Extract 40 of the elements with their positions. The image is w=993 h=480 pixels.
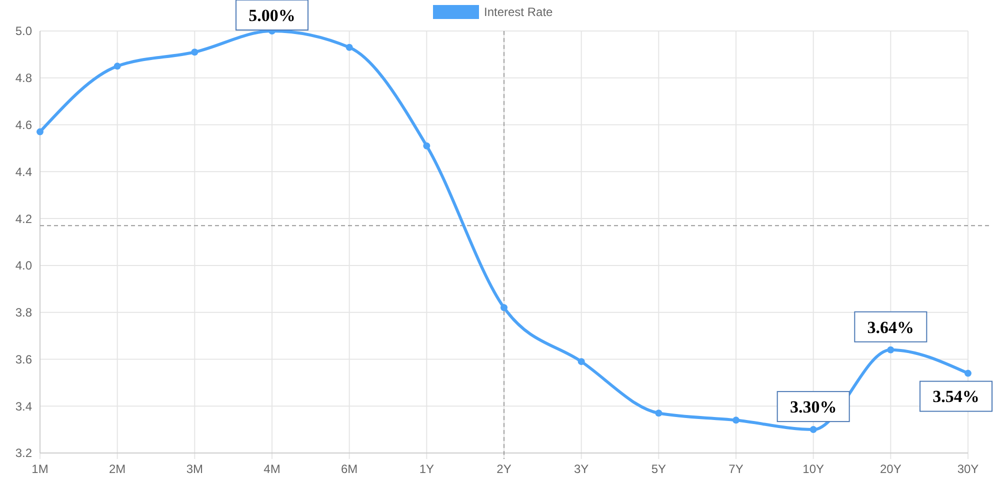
point bbox=[36, 128, 44, 136]
annotation: 3.64% bbox=[867, 318, 914, 337]
annotation: 3.54% bbox=[932, 387, 980, 406]
y-tick-label: 4.2 bbox=[15, 212, 32, 226]
x-tick-label: 6M bbox=[340, 462, 358, 476]
x-tick-label: 1Y bbox=[419, 462, 434, 476]
y-tick-label: 5.0 bbox=[15, 24, 32, 38]
x-tick-label: 5Y bbox=[651, 462, 666, 476]
x-tick-label: 20Y bbox=[880, 462, 902, 476]
point bbox=[887, 346, 894, 354]
x-tick-label: 3Y bbox=[574, 462, 589, 476]
point bbox=[578, 358, 585, 366]
x-tick-label: 1M bbox=[32, 462, 48, 476]
y-tick-label: 4.4 bbox=[15, 164, 32, 179]
point bbox=[423, 142, 430, 150]
y-tick-label: 3.4 bbox=[15, 399, 32, 414]
point bbox=[655, 410, 662, 417]
y-tick-label: 4.0 bbox=[15, 258, 32, 273]
annotation: 3.30% bbox=[790, 398, 837, 417]
x-tick-label: 2M bbox=[108, 462, 126, 476]
point bbox=[114, 62, 121, 70]
point bbox=[346, 44, 353, 51]
point bbox=[500, 304, 508, 312]
y-tick-label: 3.8 bbox=[15, 306, 32, 320]
x-tick-label: 2Y bbox=[496, 462, 512, 476]
y-tick-label: 3.2 bbox=[15, 446, 32, 460]
annotation: 5.00% bbox=[248, 6, 296, 25]
x-tick-label: 3M bbox=[186, 462, 204, 476]
point bbox=[810, 426, 817, 434]
point bbox=[732, 416, 740, 424]
point bbox=[964, 370, 972, 377]
x-tick-label: 10Y bbox=[802, 462, 824, 476]
x-tick-label: 4M bbox=[264, 462, 280, 476]
x-tick-label: 7Y bbox=[728, 462, 744, 476]
legend-label: Interest Rate bbox=[484, 5, 554, 20]
y-tick-label: 4.8 bbox=[15, 71, 32, 86]
y-tick-label: 4.6 bbox=[15, 118, 32, 132]
point bbox=[191, 48, 198, 56]
x-tick-label: 30Y bbox=[957, 462, 979, 476]
y-tick-label: 3.6 bbox=[15, 352, 32, 366]
